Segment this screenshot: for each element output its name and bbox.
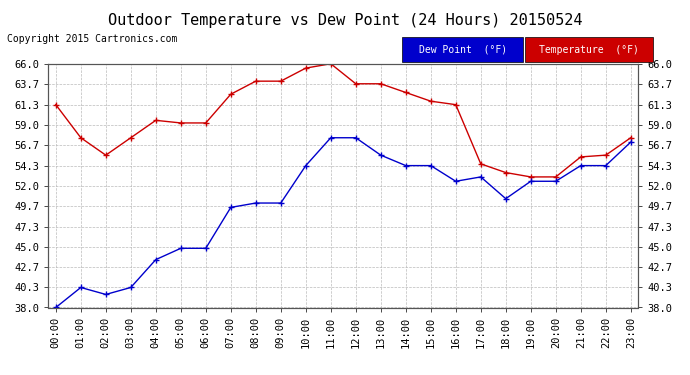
Text: Temperature  (°F): Temperature (°F) — [539, 45, 639, 55]
Text: Copyright 2015 Cartronics.com: Copyright 2015 Cartronics.com — [7, 34, 177, 44]
Text: Outdoor Temperature vs Dew Point (24 Hours) 20150524: Outdoor Temperature vs Dew Point (24 Hou… — [108, 13, 582, 28]
Text: Dew Point  (°F): Dew Point (°F) — [419, 45, 506, 55]
